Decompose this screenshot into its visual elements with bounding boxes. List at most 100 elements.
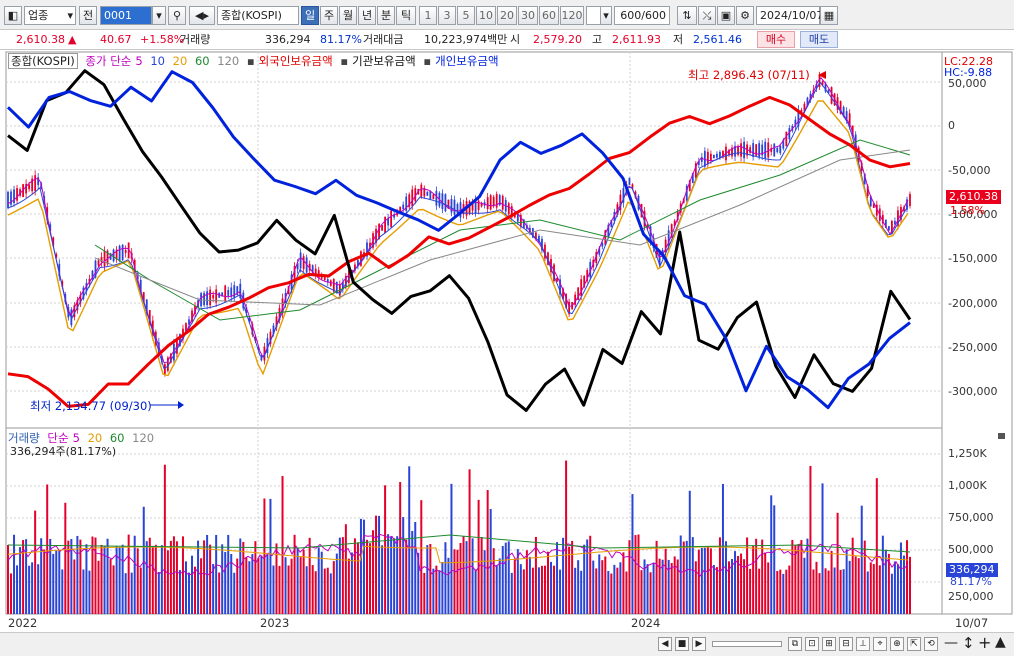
tool-a-icon[interactable]: ⊡: [805, 637, 819, 651]
calendar-icon[interactable]: ▦: [820, 6, 838, 25]
scroll-track[interactable]: [712, 641, 782, 647]
tool-f-icon[interactable]: ⊕: [890, 637, 904, 651]
count-value: 600: [620, 9, 642, 22]
zoom-out-icon[interactable]: —: [944, 635, 958, 651]
volume-pct-tag: 81.17%: [950, 575, 992, 588]
volume-bar: [236, 558, 239, 614]
interval-5[interactable]: 5: [457, 6, 475, 25]
scroll-left-icon[interactable]: ◀: [658, 637, 672, 651]
volume-bar: [785, 569, 788, 614]
volume-bar: [562, 537, 565, 614]
tool-c-icon[interactable]: ⊟: [839, 637, 853, 651]
candle-body: [323, 277, 326, 281]
candle-body: [441, 193, 444, 210]
volume-bar: [28, 565, 31, 614]
tool-h-icon[interactable]: ⟲: [924, 637, 938, 651]
volume-bar: [860, 505, 863, 614]
period-week[interactable]: 주: [320, 6, 338, 25]
volume-bar: [902, 555, 905, 614]
speaker-icon[interactable]: ◀▸: [189, 6, 215, 25]
compare-icon[interactable]: ⇅: [677, 6, 697, 25]
save-icon[interactable]: ▣: [717, 6, 735, 25]
period-minute[interactable]: 분: [377, 6, 395, 25]
low-label: 저: [673, 33, 684, 46]
candle-body: [37, 177, 40, 185]
x-tick-last: 10/07: [955, 616, 989, 630]
legend-index-name[interactable]: 종합(KOSPI): [8, 53, 78, 69]
chart-line-icon[interactable]: ⤯: [698, 6, 716, 25]
fit-icon[interactable]: ↕: [962, 634, 975, 652]
amount-label: 거래대금: [363, 33, 404, 46]
volume-bar: [393, 538, 396, 614]
buy-button[interactable]: 매수: [757, 31, 795, 48]
interval-120[interactable]: 120: [560, 6, 584, 25]
code-input[interactable]: 0001: [100, 6, 152, 25]
zoom-area-icon[interactable]: ⧉: [788, 637, 802, 651]
interval-30[interactable]: 30: [518, 6, 538, 25]
candle-body: [673, 220, 676, 226]
candle-body: [773, 143, 776, 157]
stop-icon[interactable]: ■: [675, 637, 689, 651]
volume-bar: [112, 565, 115, 614]
volume-bar: [369, 543, 372, 614]
scroll-right-icon[interactable]: ▶: [692, 637, 706, 651]
interval-3[interactable]: 3: [438, 6, 456, 25]
interval-1[interactable]: 1: [419, 6, 437, 25]
tool-g-icon[interactable]: ⇱: [907, 637, 921, 651]
volume-bar: [679, 535, 682, 614]
date-field[interactable]: 2024/10/07: [756, 6, 823, 25]
search-icon[interactable]: ⚲: [168, 6, 186, 25]
period-year[interactable]: 년: [358, 6, 376, 25]
candle-body: [203, 292, 205, 306]
arrow-up-icon[interactable]: ▲: [995, 634, 1006, 650]
code-dropdown-icon[interactable]: ▾: [152, 6, 166, 25]
volume-bar: [438, 570, 441, 614]
volume-bar: [724, 541, 727, 614]
volume-bar: [365, 539, 368, 614]
legend-ma-10: 10: [150, 54, 165, 68]
legend-volume-label[interactable]: 거래량: [8, 431, 40, 445]
layout-icon[interactable]: ◧: [4, 6, 22, 25]
volume-bar: [332, 561, 335, 614]
interval-20[interactable]: 20: [497, 6, 517, 25]
period-tick[interactable]: 틱: [396, 6, 416, 25]
candle-body: [444, 194, 447, 212]
volume-bar: [260, 555, 263, 614]
tool-d-icon[interactable]: ⟂: [856, 637, 870, 651]
tool-e-icon[interactable]: ⌖: [873, 637, 887, 651]
candle-body: [522, 219, 525, 229]
candle-body: [16, 188, 18, 201]
candle-body: [528, 227, 531, 233]
zoom-in-icon[interactable]: +: [978, 633, 992, 652]
sell-button[interactable]: 매도: [800, 31, 838, 48]
panel-maximize-icon[interactable]: [998, 433, 1005, 439]
candle-body: [541, 238, 543, 251]
count-field[interactable]: 600/600: [614, 6, 670, 25]
volume-bar: [734, 551, 737, 614]
volume-bar: [640, 570, 643, 614]
count-total: /600: [641, 9, 666, 22]
candle-body: [821, 81, 824, 86]
candle-body: [477, 200, 480, 211]
tool-b-icon[interactable]: ⊞: [822, 637, 836, 651]
volume-bar: [272, 565, 275, 614]
volume-bar: [727, 561, 730, 614]
volume-bar: [378, 515, 381, 614]
candle-body: [402, 204, 405, 209]
category-select[interactable]: 업종 ▾: [24, 6, 76, 25]
interval-10[interactable]: 10: [476, 6, 496, 25]
candle-body: [52, 237, 55, 247]
volume-bar: [375, 515, 378, 614]
interval-dropdown-icon[interactable]: ▾: [600, 6, 612, 25]
period-day[interactable]: 일: [301, 6, 319, 25]
volume-bar: [851, 537, 854, 614]
volume-bar: [580, 570, 583, 614]
main-chart[interactable]: [0, 50, 1014, 640]
candle-body: [423, 187, 426, 197]
prev-button[interactable]: 전: [79, 6, 97, 25]
period-month[interactable]: 월: [339, 6, 357, 25]
institution-holding-line: [7, 69, 912, 412]
gear-icon[interactable]: ⚙: [736, 6, 754, 25]
interval-60[interactable]: 60: [539, 6, 559, 25]
candle-body: [269, 331, 272, 344]
